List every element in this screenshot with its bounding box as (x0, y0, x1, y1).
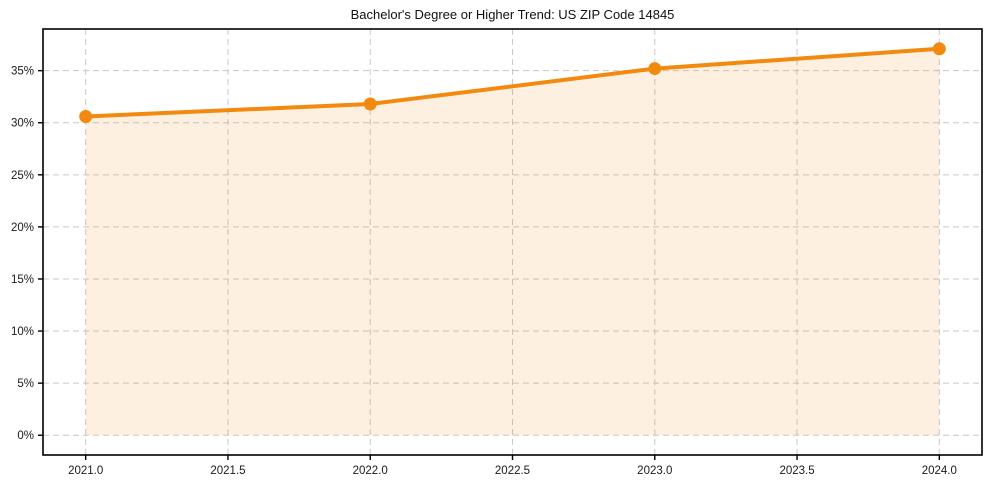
x-tick-label: 2023.0 (637, 465, 672, 477)
y-tick-label: 10% (11, 326, 34, 338)
x-tick-label: 2022.5 (495, 465, 530, 477)
x-tick-label: 2021.0 (68, 465, 103, 477)
y-tick-label: 20% (11, 222, 34, 234)
y-tick-label: 15% (11, 274, 34, 286)
data-point-marker (363, 97, 377, 111)
y-tick-label: 5% (17, 378, 34, 390)
y-tick-label: 25% (11, 170, 34, 182)
x-tick-label: 2022.0 (353, 465, 388, 477)
tick-marks (38, 69, 941, 460)
x-tick-label: 2024.0 (922, 465, 957, 477)
data-point-marker (648, 62, 662, 76)
trend-line (83, 46, 942, 119)
chart-title: Bachelor's Degree or Higher Trend: US ZI… (350, 7, 675, 22)
data-point-marker (79, 109, 93, 123)
x-tick-label: 2021.5 (210, 465, 245, 477)
x-tick-label: 2023.5 (779, 465, 814, 477)
y-tick-label: 30% (11, 118, 34, 130)
y-tick-label: 0% (17, 430, 34, 442)
y-tick-label: 35% (11, 66, 34, 78)
area-fill (85, 48, 940, 436)
data-point-marker (932, 42, 946, 56)
